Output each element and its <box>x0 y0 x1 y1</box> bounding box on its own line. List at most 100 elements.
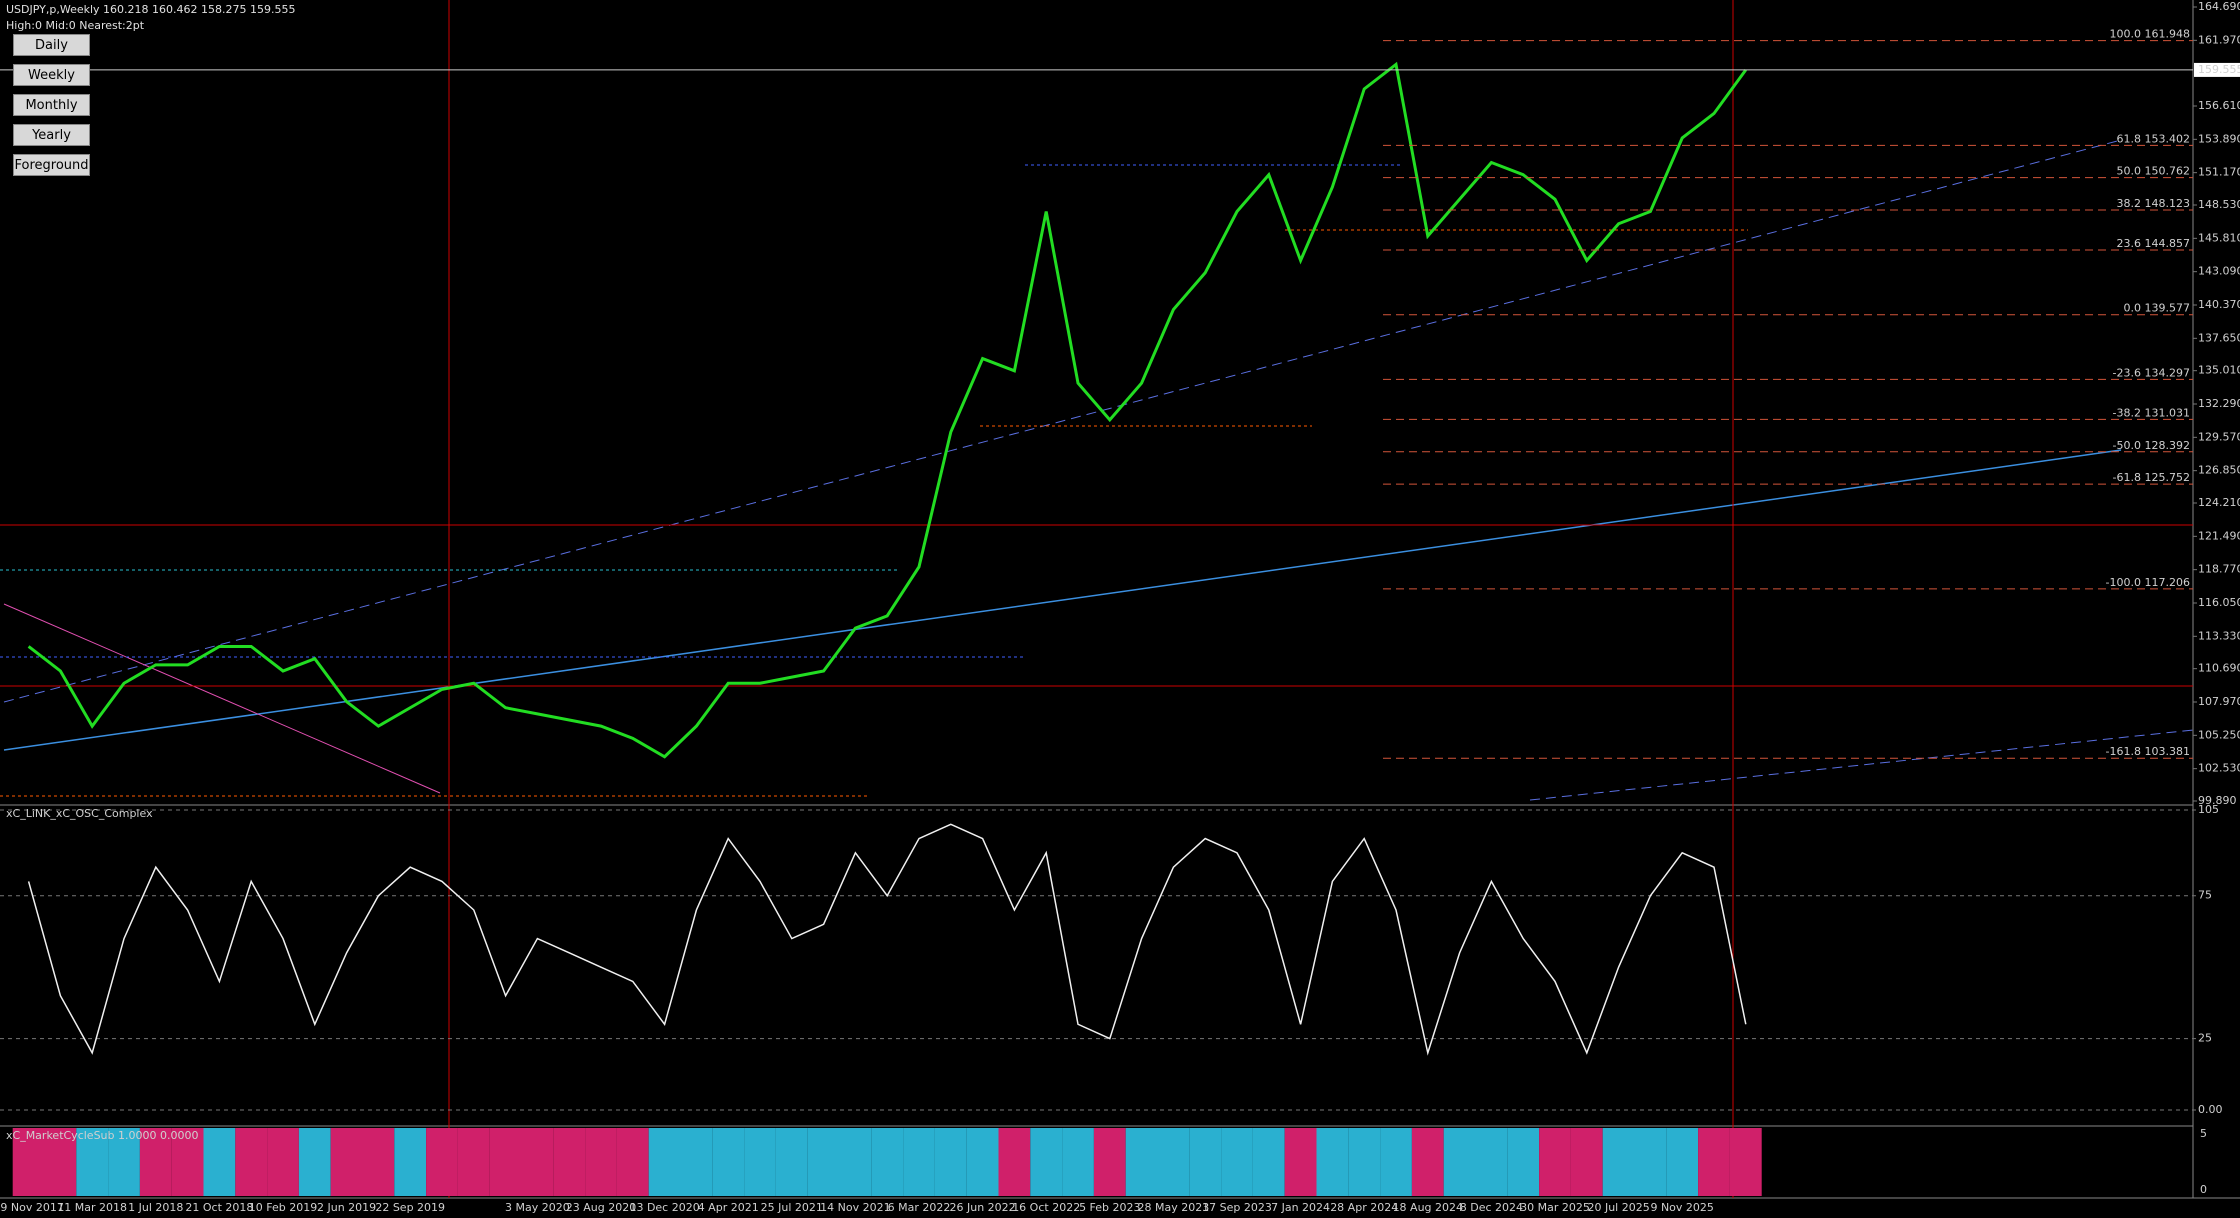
foreground-button[interactable]: Foreground <box>13 154 90 176</box>
x-tick-label: 21 Oct 2018 <box>185 1201 253 1214</box>
symbol-header: USDJPY,p,Weekly 160.218 160.462 158.275 … <box>6 3 296 16</box>
x-tick-label: 6 Mar 2022 <box>888 1201 951 1214</box>
fib-label: -61.8 125.752 <box>2113 471 2190 484</box>
cycle-bar <box>457 1128 490 1196</box>
cycle-bar <box>1221 1128 1253 1196</box>
fib-label: 100.0 161.948 <box>2110 28 2190 41</box>
indicator-info: High:0 Mid:0 Nearest:2pt <box>6 19 145 32</box>
x-tick-label: 26 Jun 2022 <box>950 1201 1016 1214</box>
y-tick-label: 5 <box>2200 1127 2207 1140</box>
x-tick-label: 28 Apr 2024 <box>1330 1201 1398 1214</box>
y-tick-label: 113.330 <box>2198 629 2240 642</box>
x-tick-label: 16 Oct 2022 <box>1012 1201 1080 1214</box>
trend-line <box>3 603 441 794</box>
price-line <box>27 61 1748 759</box>
y-tick-label: 102.530 <box>2198 762 2240 775</box>
x-tick-label: 23 Aug 2020 <box>566 1201 636 1214</box>
cycle-bar <box>171 1128 204 1196</box>
y-tick-label: 129.570 <box>2198 430 2240 443</box>
y-tick-label: 121.490 <box>2198 529 2240 542</box>
timeframe-button[interactable]: Yearly <box>13 124 90 146</box>
fib-label: 23.6 144.857 <box>2117 237 2190 250</box>
cycle-bar <box>744 1128 776 1196</box>
current-price-box <box>2194 62 2240 77</box>
cycle-bar <box>1666 1128 1699 1196</box>
cycle-bar <box>12 1128 45 1196</box>
cycle-bar <box>839 1128 872 1196</box>
cycle-bar <box>394 1128 427 1196</box>
cycle-bar <box>489 1128 522 1196</box>
cycle-bar <box>1729 1128 1762 1196</box>
y-tick-label: 153.890 <box>2198 132 2240 145</box>
cycle-bar <box>903 1128 935 1196</box>
cycle-bar <box>235 1128 268 1196</box>
fib-label: -50.0 128.392 <box>2113 439 2190 452</box>
y-tick-label: 161.970 <box>2198 33 2240 46</box>
cycle-bar <box>267 1128 299 1196</box>
x-tick-label: 25 Jul 2021 <box>761 1201 823 1214</box>
cycle-bar <box>362 1128 395 1196</box>
y-tick-label: 156.610 <box>2198 99 2240 112</box>
cycle-bar <box>616 1128 649 1196</box>
cycle-bar <box>426 1128 458 1196</box>
y-tick-label: 145.810 <box>2198 231 2240 244</box>
x-tick-label: 30 Mar 2025 <box>1520 1201 1590 1214</box>
cycle-bar <box>712 1128 745 1196</box>
cycle-bar <box>1316 1128 1349 1196</box>
cycle-bar <box>585 1128 617 1196</box>
x-tick-label: 18 Aug 2024 <box>1393 1201 1463 1214</box>
fib-label: 38.2 148.123 <box>2117 197 2190 210</box>
cycle-bar <box>775 1128 808 1196</box>
y-tick-label: 107.970 <box>2198 695 2240 708</box>
cycle-bar <box>871 1128 904 1196</box>
x-tick-label: 13 Dec 2020 <box>629 1201 699 1214</box>
oscillator-line <box>27 823 1747 1056</box>
cycle-bar <box>807 1128 840 1196</box>
cycle-bar <box>1125 1128 1158 1196</box>
cycle-bar <box>76 1128 109 1196</box>
cycle-bar <box>44 1128 77 1196</box>
cycle-bar <box>203 1128 236 1196</box>
cycle-bar <box>648 1128 681 1196</box>
cycle-bar <box>1380 1128 1412 1196</box>
y-tick-label: 118.770 <box>2198 563 2240 576</box>
trend-line <box>3 449 2122 751</box>
x-tick-label: 3 May 2020 <box>505 1201 570 1214</box>
cycle-bar <box>1062 1128 1094 1196</box>
cycle-bar <box>108 1128 140 1196</box>
fib-label: -23.6 134.297 <box>2113 366 2190 379</box>
timeframe-button[interactable]: Weekly <box>13 64 90 86</box>
fib-label: -38.2 131.031 <box>2113 406 2190 419</box>
cycle-bar <box>1475 1128 1508 1196</box>
cycle-bar <box>139 1128 172 1196</box>
cycle-bar <box>1189 1128 1222 1196</box>
y-tick-label: 25 <box>2198 1032 2212 1045</box>
trend-line <box>3 139 2122 703</box>
cycle-bar <box>1157 1128 1190 1196</box>
cycle-bar <box>330 1128 363 1196</box>
cycle-bar <box>298 1128 331 1196</box>
y-tick-label: 105 <box>2198 803 2219 816</box>
y-tick-label: 137.650 <box>2198 331 2240 344</box>
timeframe-button[interactable]: Monthly <box>13 94 90 116</box>
x-tick-label: 9 Nov 2025 <box>1650 1201 1713 1214</box>
timeframe-button[interactable]: Daily <box>13 34 90 56</box>
cycle-bar <box>1443 1128 1476 1196</box>
y-tick-label: 126.850 <box>2198 464 2240 477</box>
y-tick-label: 99.890 <box>2198 794 2237 807</box>
x-tick-label: 1 Jul 2018 <box>128 1201 183 1214</box>
x-tick-label: 4 Apr 2021 <box>698 1201 759 1214</box>
pane-title: xC_MarketCycleSub 1.0000 0.0000 <box>6 1129 198 1142</box>
cycle-bar <box>1411 1128 1444 1196</box>
y-tick-label: 164.690 <box>2198 0 2240 13</box>
y-tick-label: 116.050 <box>2198 596 2240 609</box>
y-tick-label: 75 <box>2198 889 2212 902</box>
fib-label: 50.0 150.762 <box>2117 165 2190 178</box>
cycle-bar <box>521 1128 554 1196</box>
y-tick-label: 135.010 <box>2198 364 2240 377</box>
cycle-bar <box>1348 1128 1381 1196</box>
fib-label: 61.8 153.402 <box>2117 132 2190 145</box>
y-tick-label: 148.530 <box>2198 198 2240 211</box>
x-tick-label: 28 May 2023 <box>1138 1201 1210 1214</box>
